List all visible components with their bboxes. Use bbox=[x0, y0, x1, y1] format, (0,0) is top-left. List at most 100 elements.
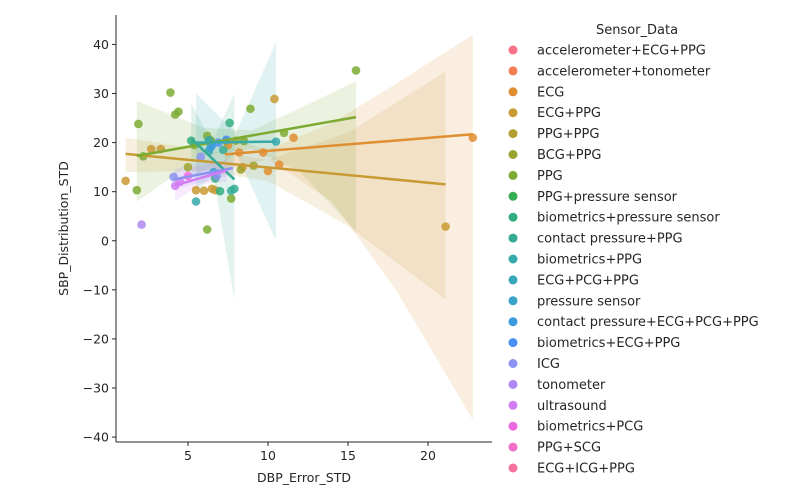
y-tick-label-20: 20 bbox=[93, 135, 109, 150]
legend-marker-ecg-ppg bbox=[508, 108, 518, 118]
legend-label-biometrics-pressure-sensor: biometrics+pressure sensor bbox=[537, 211, 720, 226]
legend-marker-bcg-ppg bbox=[508, 150, 518, 159]
x-tick-label-15: 15 bbox=[340, 448, 356, 463]
ci-band-ecg bbox=[224, 34, 473, 420]
legend-marker-biometrics-ecg-ppg bbox=[508, 338, 518, 348]
legend-label-accelerometer-tonometer: accelerometer+tonometer bbox=[537, 64, 711, 79]
y-tick-label--30: −30 bbox=[83, 381, 109, 396]
point-bcg-ppg-3 bbox=[236, 165, 246, 174]
legend: Sensor_Data accelerometer+ECG+PPG acceler… bbox=[508, 23, 759, 477]
legend-marker-ecg-pcg-ppg bbox=[508, 275, 518, 285]
y-tick-label--10: −10 bbox=[83, 282, 109, 297]
legend-marker-biometrics-ppg bbox=[508, 254, 518, 264]
y-tick-label-0: 0 bbox=[101, 233, 109, 248]
y-tick-label--20: −20 bbox=[83, 331, 109, 346]
point-tonometer-0 bbox=[137, 220, 146, 229]
y-tick-label-30: 30 bbox=[93, 86, 109, 101]
y-tick-label-40: 40 bbox=[93, 37, 109, 52]
point-ecg-1 bbox=[289, 133, 298, 143]
point-ecg-ppg-0 bbox=[121, 176, 130, 186]
legend-marker-ultrasound bbox=[508, 400, 518, 410]
legend-label-ecg-pcg-ppg: ECG+PCG+PPG bbox=[537, 273, 639, 288]
point-biometrics-pressure-sensor-3 bbox=[225, 118, 234, 128]
legend-marker-icg bbox=[508, 359, 518, 368]
point-contact-pressure-ppg-2 bbox=[218, 145, 228, 155]
point-ecg-5 bbox=[263, 166, 273, 176]
legend-marker-accelerometer-tonometer bbox=[508, 66, 518, 76]
legend-label-ecg: ECG bbox=[537, 85, 564, 100]
point-contact-pressure-ppg-1 bbox=[230, 184, 239, 194]
legend-marker-ppg-pressure-sensor bbox=[508, 191, 518, 201]
legend-label-icg: ICG bbox=[537, 357, 560, 372]
legend-marker-ppg-ppg bbox=[508, 129, 518, 139]
legend-label-pressure-sensor: pressure sensor bbox=[537, 294, 641, 309]
y-axis-label: SBP_Distribution_STD bbox=[56, 161, 71, 296]
fit-line-biometrics-ppg bbox=[195, 140, 277, 144]
point-ppg-12 bbox=[246, 104, 255, 114]
legend-marker-ppg bbox=[508, 170, 518, 180]
point-ppg-14 bbox=[351, 66, 361, 75]
legend-marker-biometrics-pressure-sensor bbox=[508, 212, 518, 222]
fit-line-ultrasound bbox=[174, 169, 227, 187]
ci-band-ecg-ppg bbox=[125, 71, 446, 300]
regression-lines bbox=[125, 115, 473, 187]
legend-label-biometrics-ecg-ppg: biometrics+ECG+PPG bbox=[537, 336, 680, 351]
fit-line-ecg-ppg bbox=[125, 152, 446, 186]
point-ppg-0 bbox=[132, 185, 142, 195]
point-ppg-3 bbox=[166, 88, 175, 97]
point-icg-1 bbox=[196, 152, 206, 162]
legend-label-ultrasound: ultrasound bbox=[537, 399, 607, 414]
legend-label-ecg-ppg: ECG+PPG bbox=[537, 106, 601, 121]
legend-marker-biometrics-pcg bbox=[508, 421, 518, 431]
x-tick-label-20: 20 bbox=[420, 448, 436, 463]
point-ecg-ppg-8 bbox=[441, 222, 450, 231]
fit-line-icg bbox=[173, 166, 234, 181]
legend-label-biometrics-pcg: biometrics+PCG bbox=[537, 420, 643, 435]
fit-line-ppg bbox=[136, 115, 357, 158]
legend-label-contact-pressure-ecg-pcg-ppg: contact pressure+ECG+PCG+PPG bbox=[537, 315, 759, 330]
x-tick-label-5: 5 bbox=[184, 448, 192, 463]
legend-marker-ecg-icg-ppg bbox=[508, 463, 518, 473]
axes: 5 10 15 20 −40 −30 −20 −10 0 10 20 30 40 bbox=[83, 15, 492, 463]
point-biometrics-ppg-0 bbox=[191, 197, 201, 206]
legend-marker-contact-pressure-ppg bbox=[508, 233, 518, 243]
legend-label-ecg-icg-ppg: ECG+ICG+PPG bbox=[537, 462, 635, 477]
y-tick-label--40: −40 bbox=[83, 430, 109, 445]
point-ecg-3 bbox=[274, 160, 284, 169]
legend-label-contact-pressure-ppg: contact pressure+PPG bbox=[537, 232, 683, 247]
legend-marker-contact-pressure-ecg-pcg-ppg bbox=[508, 317, 518, 327]
legend-label-ppg-ppg: PPG+PPG bbox=[537, 127, 599, 142]
fit-line-ecg bbox=[224, 133, 473, 156]
point-ecg-ppg-7 bbox=[270, 94, 279, 104]
legend-label-accelerometer-ecg-ppg: accelerometer+ECG+PPG bbox=[537, 44, 706, 59]
legend-marker-ppg-scg bbox=[508, 442, 518, 452]
legend-title: Sensor_Data bbox=[596, 23, 678, 38]
point-biometrics-pressure-sensor-0 bbox=[186, 136, 196, 145]
x-axis-label: DBP_Error_STD bbox=[257, 470, 351, 485]
point-ecg-ppg-1 bbox=[146, 144, 156, 154]
point-ppg-1 bbox=[134, 119, 143, 129]
point-ppg-5 bbox=[174, 107, 183, 116]
y-tick-label-10: 10 bbox=[93, 184, 109, 199]
point-ecg-ppg-4 bbox=[199, 186, 209, 196]
ci-band-ppg bbox=[136, 81, 356, 231]
legend-label-tonometer: tonometer bbox=[537, 378, 606, 393]
legend-label-bcg-ppg: BCG+PPG bbox=[537, 148, 602, 163]
legend-marker-accelerometer-ecg-ppg bbox=[508, 45, 518, 55]
point-bcg-ppg-0 bbox=[183, 162, 193, 172]
confidence-bands bbox=[125, 34, 473, 420]
x-tick-label-10: 10 bbox=[260, 448, 276, 463]
legend-label-biometrics-ppg: biometrics+PPG bbox=[537, 253, 642, 268]
point-ppg-15 bbox=[202, 225, 212, 234]
legend-marker-ecg bbox=[508, 87, 518, 97]
point-ppg-10 bbox=[226, 194, 236, 203]
fit-line-contact-pressure-ppg bbox=[190, 137, 236, 181]
point-biometrics-pressure-sensor-2 bbox=[215, 186, 225, 196]
legend-label-ppg-scg: PPG+SCG bbox=[537, 441, 601, 456]
legend-marker-pressure-sensor bbox=[508, 296, 518, 306]
legend-label-ppg-pressure-sensor: PPG+pressure sensor bbox=[537, 190, 678, 205]
point-ecg-ppg-3 bbox=[191, 185, 201, 195]
legend-marker-tonometer bbox=[508, 379, 518, 389]
legend-label-ppg: PPG bbox=[537, 169, 563, 184]
